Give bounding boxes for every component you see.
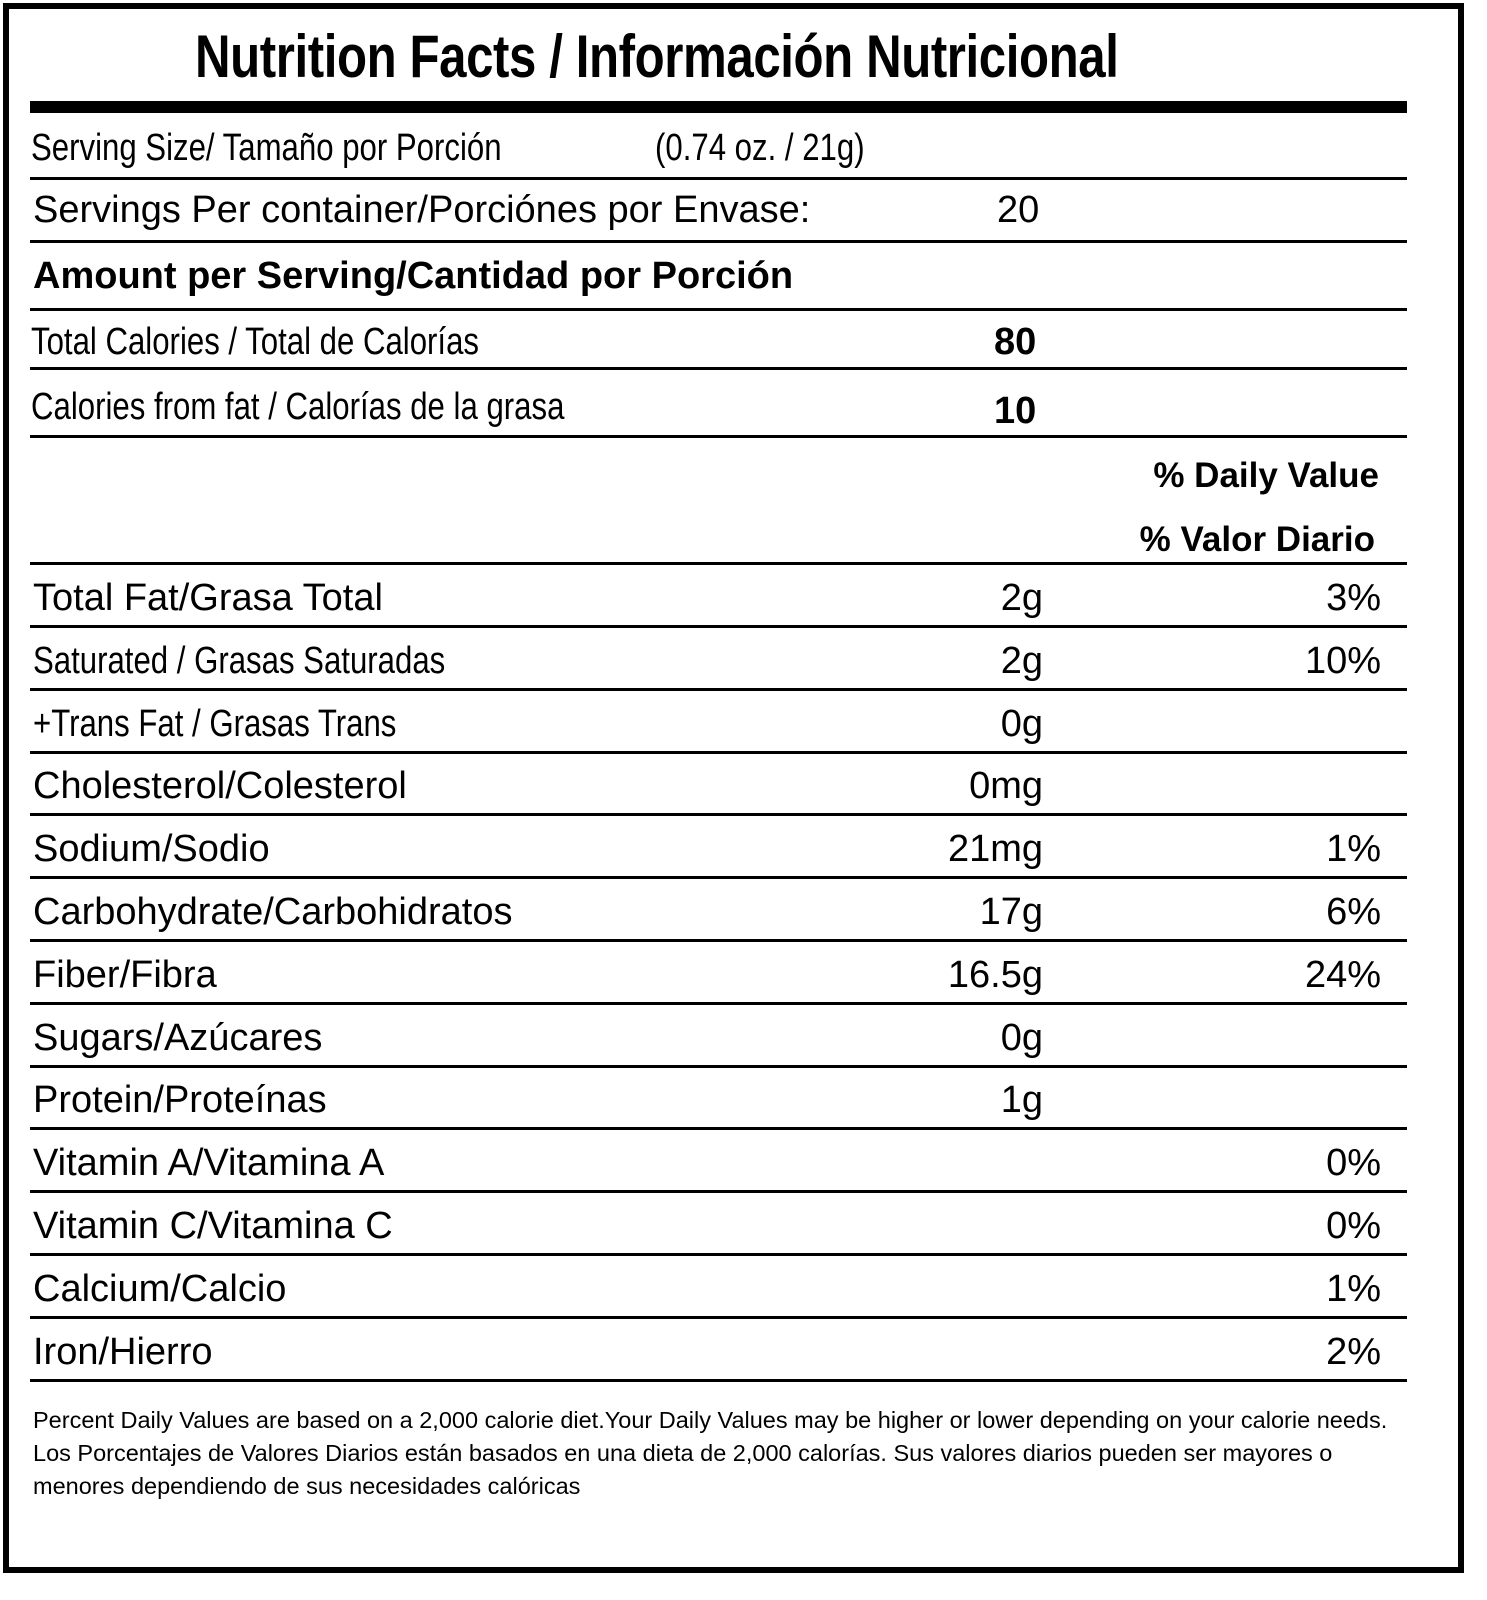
serving-size-value: (0.74 oz. / 21g) bbox=[655, 127, 865, 169]
divider bbox=[30, 1190, 1407, 1194]
calories-fat-value: 10 bbox=[994, 390, 1037, 432]
divider bbox=[30, 1378, 1407, 1382]
divider bbox=[30, 1127, 1407, 1131]
daily-value-header-en: % Daily Value bbox=[1153, 456, 1379, 495]
nutrient-amount: 0g bbox=[1000, 702, 1043, 745]
nutrient-label: Fiber/Fibra bbox=[33, 953, 217, 996]
divider bbox=[30, 687, 1407, 691]
nutrient-amount: 2g bbox=[1000, 577, 1043, 619]
divider bbox=[30, 435, 1407, 438]
label-title: Nutrition Facts / Información Nutriciona… bbox=[195, 23, 1119, 90]
nutrient-label: Saturated / Grasas Saturadas bbox=[33, 639, 446, 682]
nutrient-label: +Trans Fat / Grasas Trans bbox=[33, 702, 397, 745]
nutrient-label: Total Fat/Grasa Total bbox=[33, 577, 383, 619]
divider bbox=[30, 240, 1407, 243]
divider bbox=[30, 625, 1407, 628]
nutrient-label: Iron/Hierro bbox=[33, 1330, 213, 1373]
nutrient-label: Sodium/Sodio bbox=[33, 828, 270, 871]
nutrient-amount: 0mg bbox=[969, 765, 1043, 808]
divider bbox=[30, 876, 1407, 880]
divider bbox=[30, 813, 1407, 817]
divider bbox=[30, 1253, 1407, 1256]
nutrient-daily-value: 10% bbox=[1304, 639, 1381, 682]
divider bbox=[30, 308, 1407, 311]
nutrient-label: Carbohydrate/Carbohidratos bbox=[33, 891, 513, 933]
divider bbox=[30, 750, 1407, 754]
calories-label: Total Calories / Total de Calorías bbox=[31, 321, 480, 363]
nutrient-label: Vitamin A/Vitamina A bbox=[33, 1142, 385, 1185]
divider bbox=[30, 1064, 1407, 1068]
calories-value: 80 bbox=[994, 321, 1037, 363]
nutrient-amount: 1g bbox=[1000, 1079, 1043, 1122]
label-frame bbox=[3, 3, 1464, 1573]
nutrient-daily-value: 0% bbox=[1326, 1205, 1381, 1247]
divider bbox=[30, 939, 1407, 942]
footnote-en: Percent Daily Values are based on a 2,00… bbox=[33, 1407, 1388, 1433]
nutrient-daily-value: 6% bbox=[1326, 891, 1381, 933]
nutrient-amount: 21mg bbox=[947, 828, 1043, 871]
divider bbox=[30, 367, 1407, 370]
footnote-es: Los Porcentajes de Valores Diarios están… bbox=[33, 1440, 1333, 1499]
nutrient-amount: 16.5g bbox=[947, 953, 1043, 996]
nutrient-daily-value: 1% bbox=[1326, 1267, 1381, 1310]
nutrient-label: Protein/Proteínas bbox=[33, 1079, 327, 1122]
nutrient-daily-value: 2% bbox=[1326, 1330, 1381, 1373]
nutrient-daily-value: 1% bbox=[1326, 828, 1381, 871]
nutrient-label: Cholesterol/Colesterol bbox=[33, 765, 407, 808]
divider bbox=[30, 562, 1407, 565]
nutrient-label: Sugars/Azúcares bbox=[33, 1016, 323, 1059]
servings-per-container-value: 20 bbox=[997, 189, 1040, 231]
nutrient-amount: 0g bbox=[1000, 1016, 1043, 1059]
calories-fat-label: Calories from fat / Calorías de la grasa bbox=[31, 386, 565, 428]
nutrient-amount: 2g bbox=[1000, 639, 1043, 682]
servings-per-container-label: Servings Per container/Porciónes por Env… bbox=[33, 189, 811, 231]
nutrient-daily-value: 3% bbox=[1326, 577, 1381, 619]
thick-divider bbox=[30, 101, 1407, 113]
nutrient-label: Vitamin C/Vitamina C bbox=[33, 1205, 393, 1247]
nutrient-daily-value: 24% bbox=[1304, 953, 1381, 996]
divider bbox=[30, 1315, 1407, 1319]
divider bbox=[30, 1001, 1407, 1005]
nutrient-daily-value: 0% bbox=[1326, 1142, 1381, 1185]
serving-size-label: Serving Size/ Tamaño por Porción bbox=[31, 127, 502, 169]
daily-value-header-es: % Valor Diario bbox=[1139, 520, 1375, 559]
nutrient-amount: 17g bbox=[979, 891, 1043, 933]
nutrient-label: Calcium/Calcio bbox=[33, 1267, 287, 1310]
footnote: Percent Daily Values are based on a 2,00… bbox=[33, 1404, 1413, 1503]
amount-per-serving-header: Amount per Serving/Cantidad por Porción bbox=[33, 255, 794, 297]
divider bbox=[30, 177, 1407, 180]
